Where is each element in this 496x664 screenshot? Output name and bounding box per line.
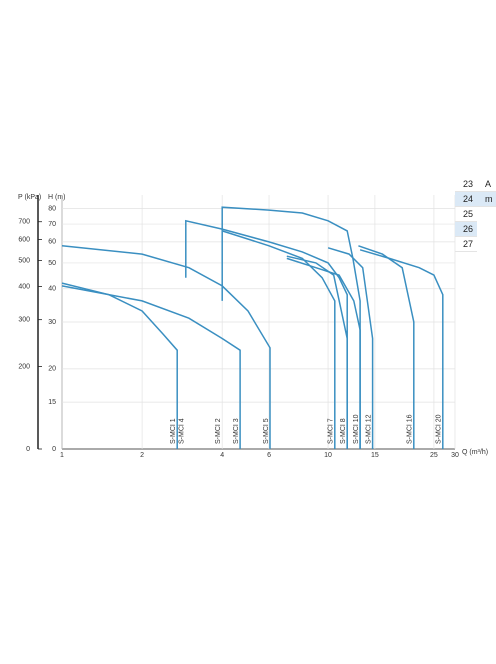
x-tick-label: 10 <box>324 452 332 459</box>
pump-curve <box>286 255 348 449</box>
y2-tick-label: 0 <box>26 446 30 453</box>
pump-curve <box>286 257 361 449</box>
y-tick-label: 60 <box>48 239 56 246</box>
y2-axis-title: P (kPa) <box>18 194 41 201</box>
y-tick-label: 80 <box>48 205 56 212</box>
pump-curve <box>185 219 348 449</box>
x-axis-title: Q (m³/h) <box>462 449 488 456</box>
curve-label: S-MCI 7 <box>328 418 335 444</box>
pump-curve <box>61 245 271 449</box>
pump-curve <box>358 245 415 449</box>
table-cell: 25 <box>455 206 478 222</box>
x-tick-label: 6 <box>267 452 271 459</box>
curve-label: S-MCI 1 <box>170 418 177 444</box>
y-tick-label: 50 <box>48 260 56 267</box>
table-row: 24 m <box>455 191 496 207</box>
curve-label: S-MCI 16 <box>407 414 414 444</box>
curve-label: S-MCI 8 <box>340 418 347 444</box>
table-cell: 24 <box>455 191 478 207</box>
pump-curve <box>327 247 374 449</box>
y-tick-label: 15 <box>48 399 56 406</box>
x-tick-label: 15 <box>371 452 379 459</box>
table-cell: A <box>477 177 496 192</box>
x-tick-label: 2 <box>140 452 144 459</box>
side-table: 23 A 24 m 25 26 27 <box>455 177 496 252</box>
curve-label: S-MCI 5 <box>263 418 270 444</box>
y2-tick-label: 500 <box>18 257 30 264</box>
y-tick-label: 20 <box>48 366 56 373</box>
pump-curve <box>221 230 336 449</box>
curve-label: S-MCI 3 <box>233 418 240 444</box>
y2-tick-label: 400 <box>18 283 30 290</box>
x-tick-label: 1 <box>60 452 64 459</box>
y2-tick-label: 600 <box>18 236 30 243</box>
pump-curve <box>359 249 444 449</box>
curve-label: S-MCI 10 <box>353 414 360 444</box>
pump-curve <box>221 206 361 449</box>
y-axis-title: H (m) <box>48 194 66 201</box>
y-tick-label: 30 <box>48 319 56 326</box>
y-tick-label: 0 <box>52 446 56 453</box>
curve-label: S-MCI 12 <box>365 414 372 444</box>
table-cell: 23 <box>455 177 478 192</box>
y-tick-label: 40 <box>48 286 56 293</box>
table-row: 25 <box>455 206 496 222</box>
table-row: 27 <box>455 236 496 252</box>
table-cell: m <box>477 191 496 207</box>
y2-tick-label: 700 <box>18 219 30 226</box>
y-tick-label: 70 <box>48 221 56 228</box>
curve-label: S-MCI 20 <box>436 414 443 444</box>
table-row: 26 <box>455 221 496 237</box>
y2-tick-label: 300 <box>18 317 30 324</box>
x-tick-label: 30 <box>451 452 459 459</box>
y2-tick-label: 200 <box>18 363 30 370</box>
curve-label: S-MCI 4 <box>179 418 186 444</box>
pump-curve <box>61 285 241 449</box>
table-cell: 26 <box>455 221 478 237</box>
x-tick-label: 4 <box>220 452 224 459</box>
table-cell: 27 <box>455 236 478 252</box>
table-row: 23 A <box>455 177 496 192</box>
x-tick-label: 25 <box>430 452 438 459</box>
curve-label: S-MCI 2 <box>215 418 222 444</box>
